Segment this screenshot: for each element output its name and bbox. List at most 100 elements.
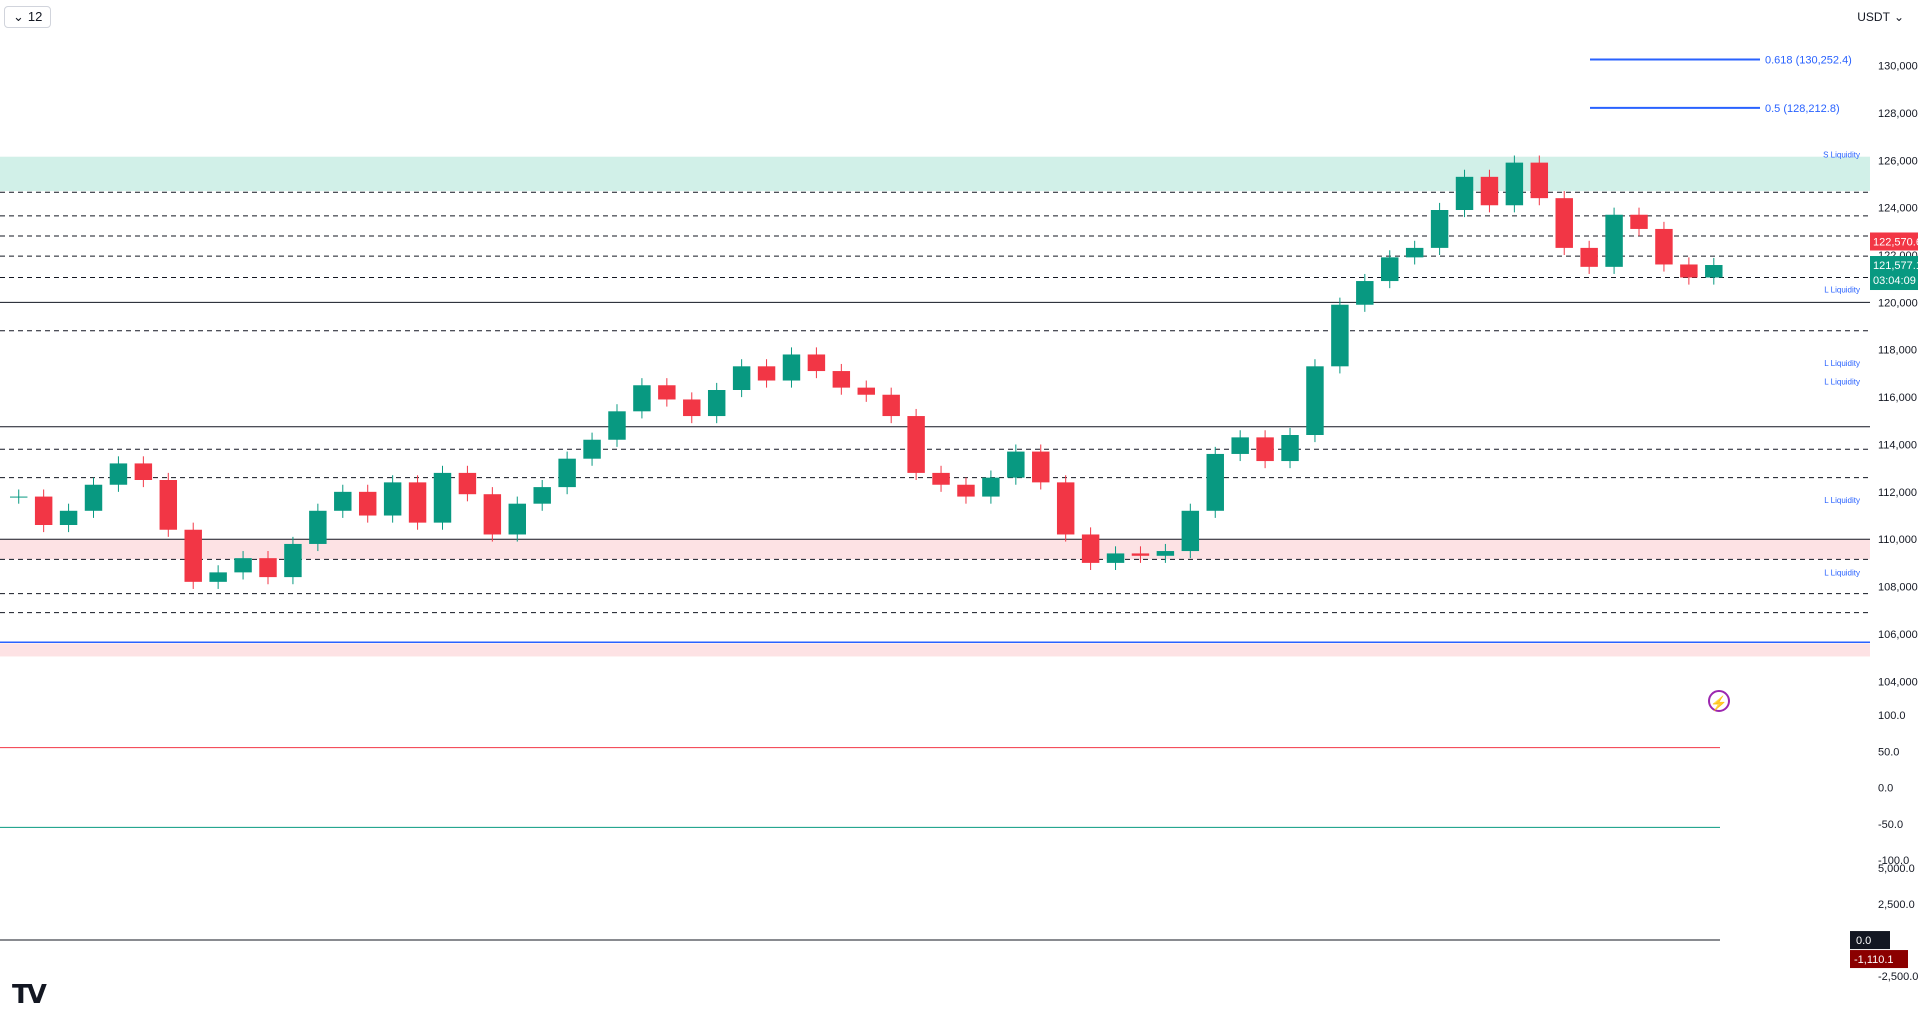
candle-body <box>184 529 202 582</box>
macd-tick-label: 2,500.0 <box>1878 899 1915 911</box>
candle-body <box>433 472 452 523</box>
candle-body <box>1605 214 1623 267</box>
candle-body <box>757 366 776 381</box>
candle-body <box>1580 247 1598 267</box>
rsi-tick-label: 50.0 <box>1878 746 1899 758</box>
price-tick-label: 118,000.0 <box>1878 345 1918 357</box>
price-tick-label: 126,000.0 <box>1878 155 1918 167</box>
fib-label: 0.5 (128,212.8) <box>1765 103 1840 115</box>
candle-body <box>807 354 826 372</box>
price-tick-label: 120,000.0 <box>1878 297 1918 309</box>
candle-body <box>1630 214 1648 229</box>
candle-body <box>1505 162 1524 206</box>
supply-zone <box>0 156 1870 192</box>
candle-body <box>1480 176 1499 206</box>
liquidity-label: L Liquidity <box>1824 285 1860 294</box>
macd-tick-label: 5,000.0 <box>1878 863 1915 875</box>
liquidity-label: L Liquidity <box>1824 496 1860 505</box>
candle-body <box>1306 366 1324 435</box>
candle-body <box>533 487 551 504</box>
price-tick-label: 114,000.0 <box>1878 439 1918 451</box>
currency-label: USDT <box>1857 10 1890 24</box>
candle-body <box>732 366 751 390</box>
candle-body <box>932 472 950 485</box>
candle-body <box>134 463 153 480</box>
candle-body <box>458 472 477 495</box>
rsi-tick-label: -100.0 <box>1878 855 1909 867</box>
candle-body <box>383 482 402 516</box>
price-tick-label: 106,000.0 <box>1878 629 1918 641</box>
candle-body <box>857 387 875 395</box>
liquidity-label: S Liquidity <box>1823 150 1860 159</box>
current-price-text: 121,577.1 <box>1873 260 1918 272</box>
rsi-tick-label: -50.0 <box>1878 819 1903 831</box>
candle-body <box>508 503 526 535</box>
candle-body <box>583 439 601 459</box>
candle-body <box>1081 534 1100 563</box>
candle-body <box>608 411 626 440</box>
tradingview-logo: TV <box>12 980 47 1010</box>
price-tick-label: 110,000.0 <box>1878 534 1918 546</box>
candle-body <box>782 354 801 381</box>
candle-body <box>483 494 502 535</box>
bottom_band-zone <box>0 643 1870 657</box>
candle-body <box>1705 265 1723 278</box>
demand-zone <box>0 539 1870 560</box>
interval-value: 12 <box>27 9 43 24</box>
countdown-text: 03:04:09 <box>1873 275 1916 287</box>
price-tick-label: 108,000.0 <box>1878 582 1918 594</box>
rsi-tick-label: 100.0 <box>1878 710 1906 722</box>
price-tick-label: 116,000.0 <box>1878 392 1918 404</box>
candle-body <box>334 491 352 511</box>
currency-selector[interactable]: USDT ⌄ <box>1851 6 1910 28</box>
candle-body <box>658 385 676 400</box>
candle-body <box>84 484 103 511</box>
candle-body <box>109 463 128 485</box>
fib-label: 0.618 (130,252.4) <box>1765 55 1852 67</box>
macd-zero-badge <box>1850 931 1890 950</box>
price-tick-label: 130,000.0 <box>1878 61 1918 73</box>
candle-body <box>1032 451 1050 483</box>
candle-body <box>1530 162 1549 199</box>
candle-body <box>408 482 427 523</box>
candle-body <box>284 543 302 578</box>
chevron-down-icon: ⌄ <box>13 9 24 24</box>
rsi-tick-label: 0.0 <box>1878 783 1893 795</box>
candle-body <box>1007 451 1025 478</box>
candle-body <box>1131 553 1150 556</box>
candle-body <box>1281 435 1299 462</box>
candle-body <box>1206 453 1224 511</box>
current-price-badge <box>1870 256 1918 291</box>
price-tick-label: 124,000.0 <box>1878 203 1918 215</box>
price-tick-label: 128,000.0 <box>1878 108 1918 120</box>
candle-body <box>957 484 975 497</box>
candle-body <box>683 399 701 417</box>
candle-body <box>1680 264 1698 278</box>
interval-selector[interactable]: ⌄ 12 <box>4 6 52 28</box>
candle-body <box>1381 257 1399 282</box>
candle-body <box>1106 553 1125 563</box>
candle-body <box>982 477 1000 497</box>
candle-body <box>34 496 53 525</box>
lightning-alert-icon[interactable]: ⚡ <box>1708 690 1730 712</box>
price-tick-label: 112,000.0 <box>1878 487 1918 499</box>
candle-body <box>358 491 377 516</box>
candle-body <box>1655 228 1673 265</box>
macd-tick-label: -2,500.0 <box>1878 971 1918 983</box>
liquidity-label: L Liquidity <box>1824 568 1860 577</box>
candle-body <box>1555 198 1573 248</box>
candle-body <box>832 371 851 388</box>
candle-body <box>309 510 327 544</box>
liquidity-label: L Liquidity <box>1824 378 1860 387</box>
candle-body <box>1455 176 1474 210</box>
candle-body <box>234 558 252 573</box>
candle-body <box>707 390 726 417</box>
chevron-down-icon: ⌄ <box>1893 10 1904 24</box>
candle-body <box>882 394 900 417</box>
candle-body <box>159 480 178 530</box>
candle-body <box>1331 304 1349 367</box>
candle-body <box>1231 437 1249 454</box>
candle-body <box>1181 510 1200 552</box>
candle-body <box>1405 247 1424 258</box>
